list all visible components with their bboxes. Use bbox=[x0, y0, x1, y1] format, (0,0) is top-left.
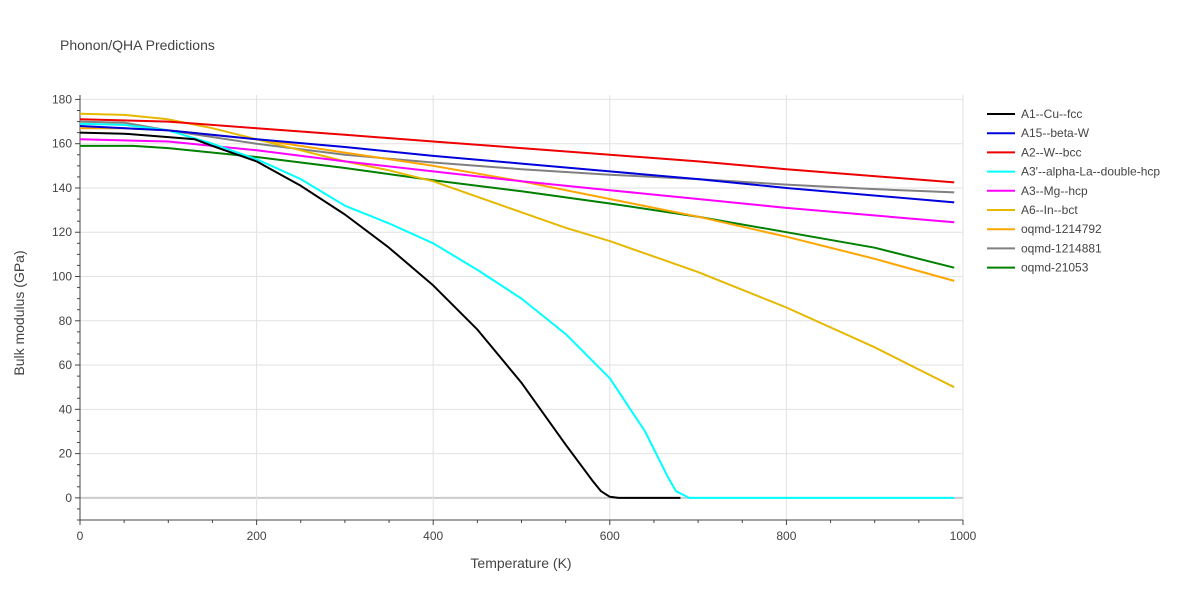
legend-label: A15--beta-W bbox=[1021, 126, 1090, 140]
y-tick-label: 80 bbox=[59, 314, 73, 328]
series-line-A2--W--bcc bbox=[79, 118, 955, 184]
legend-item: oqmd-21053 bbox=[987, 261, 1089, 275]
y-tick-label: 0 bbox=[65, 491, 72, 505]
legend-label: A3'--alpha-La--double-hcp bbox=[1021, 165, 1160, 179]
x-tick-label: 800 bbox=[776, 529, 796, 543]
legend-item: A3--Mg--hcp bbox=[987, 184, 1088, 198]
legend-item: A3'--alpha-La--double-hcp bbox=[987, 165, 1160, 179]
x-tick-label: 400 bbox=[423, 529, 443, 543]
chart-title: Phonon/QHA Predictions bbox=[60, 37, 215, 53]
series-line-A3'--alpha-La--double-hcp bbox=[79, 122, 955, 499]
legend-label: A6--In--bct bbox=[1021, 203, 1078, 217]
y-tick-label: 60 bbox=[59, 358, 73, 372]
legend-label: oqmd-1214792 bbox=[1021, 222, 1102, 236]
y-tick-label: 120 bbox=[52, 225, 72, 239]
legend-item: oqmd-1214792 bbox=[987, 222, 1102, 236]
y-tick-label: 140 bbox=[52, 181, 72, 195]
y-tick-label: 40 bbox=[59, 402, 73, 416]
series-line-A6--In--bct bbox=[79, 112, 955, 389]
legend-item: A1--Cu--fcc bbox=[987, 107, 1082, 121]
x-tick-label: 200 bbox=[247, 529, 267, 543]
legend-label: oqmd-1214881 bbox=[1021, 241, 1102, 255]
legend-item: A15--beta-W bbox=[987, 126, 1090, 140]
legend: A1--Cu--fcc A15--beta-W A2--W--bcc A3'--alp… bbox=[987, 107, 1160, 275]
series-line-A1--Cu--fcc bbox=[79, 131, 681, 499]
x-tick-label: 1000 bbox=[950, 529, 977, 543]
legend-label: oqmd-21053 bbox=[1021, 261, 1089, 275]
series-line-A15--beta-W bbox=[79, 125, 955, 204]
axes: 0 20 40 60 80 100 120 140 160 180 0 200 400 600 800 100… bbox=[52, 92, 977, 543]
legend-label: A3--Mg--hcp bbox=[1021, 184, 1088, 198]
y-tick-label: 180 bbox=[52, 92, 72, 106]
grid bbox=[79, 95, 964, 520]
series-line-oqmd-21053 bbox=[80, 144, 955, 269]
legend-item: A6--In--bct bbox=[987, 203, 1078, 217]
y-tick-label: 100 bbox=[52, 270, 72, 284]
legend-label: A1--Cu--fcc bbox=[1021, 107, 1082, 121]
y-tick-label: 20 bbox=[59, 447, 73, 461]
legend-item: oqmd-1214881 bbox=[987, 241, 1102, 255]
series-line-oqmd-1214792 bbox=[80, 127, 955, 282]
y-tick-label: 160 bbox=[52, 137, 72, 151]
legend-item: A2--W--bcc bbox=[987, 145, 1081, 159]
plot-area bbox=[79, 112, 955, 499]
legend-label: A2--W--bcc bbox=[1021, 145, 1081, 159]
x-tick-label: 0 bbox=[77, 529, 84, 543]
y-axis-title: Bulk modulus (GPa) bbox=[11, 250, 27, 375]
x-tick-label: 600 bbox=[600, 529, 620, 543]
x-axis-title: Temperature (K) bbox=[470, 555, 571, 571]
